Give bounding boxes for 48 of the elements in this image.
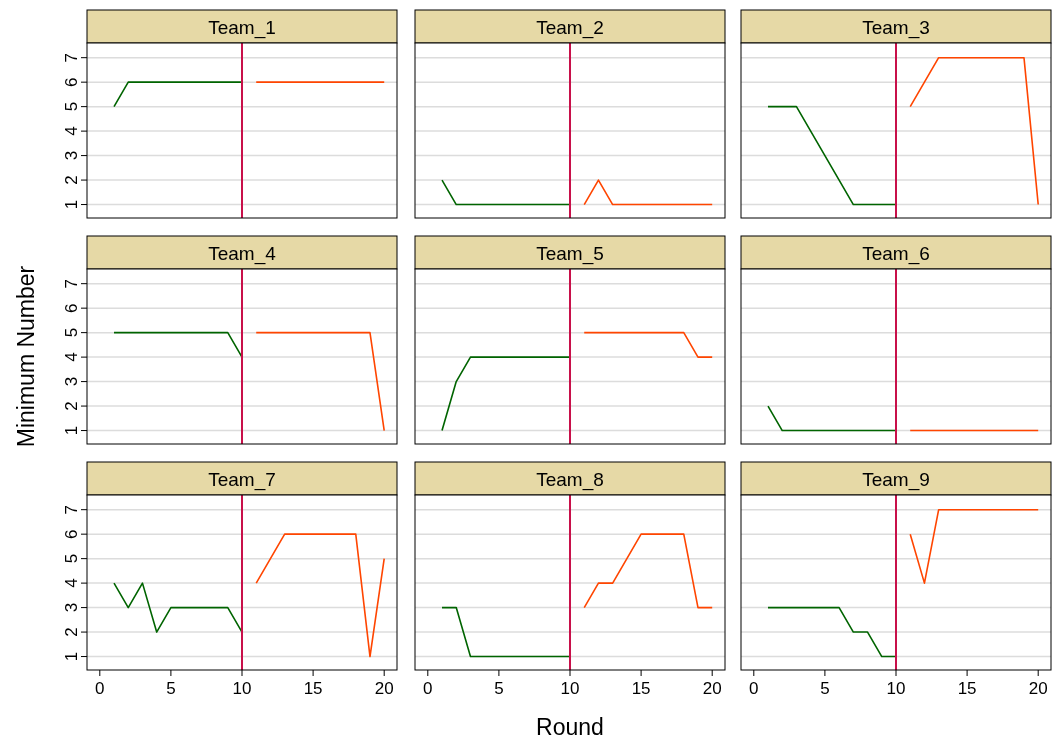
y-tick-label: 4	[62, 126, 81, 136]
x-tick-label: 20	[1028, 679, 1048, 698]
y-tick-label: 7	[62, 52, 81, 63]
x-tick-label: 0	[95, 679, 105, 698]
y-tick-label: 5	[62, 327, 81, 338]
y-tick-label: 4	[62, 352, 81, 362]
x-tick-label: 20	[374, 679, 394, 698]
x-tick-label: 15	[957, 679, 977, 698]
chart-title: Team_2	[536, 16, 604, 39]
y-axis-title: Minimum Number	[13, 265, 39, 448]
x-axis-title: Round	[536, 714, 604, 740]
x-tick-label: 0	[423, 679, 433, 698]
y-tick-label: 7	[62, 504, 81, 515]
x-tick-label: 0	[749, 679, 759, 698]
x-tick-label: 10	[886, 679, 906, 698]
y-tick-label: 1	[62, 425, 81, 436]
chart-title: Team_9	[862, 468, 930, 491]
y-tick-label: 6	[62, 77, 81, 87]
y-tick-label: 7	[62, 278, 81, 289]
x-tick-label: 5	[820, 679, 830, 698]
x-tick-label: 10	[232, 679, 252, 698]
y-tick-label: 2	[62, 627, 81, 637]
y-tick-label: 5	[62, 553, 81, 564]
chart-title: Team_1	[208, 16, 276, 39]
y-tick-label: 2	[62, 401, 81, 411]
chart-title: Team_5	[536, 242, 604, 265]
chart-title: Team_7	[208, 468, 276, 491]
y-tick-label: 2	[62, 175, 81, 185]
y-tick-label: 1	[62, 199, 81, 210]
y-tick-label: 5	[62, 101, 81, 112]
y-tick-label: 3	[62, 150, 81, 161]
x-tick-label: 5	[166, 679, 176, 698]
y-tick-label: 6	[62, 303, 81, 313]
chart-title: Team_3	[862, 16, 930, 39]
y-tick-label: 6	[62, 529, 81, 539]
chart-title: Team_4	[208, 242, 277, 265]
x-tick-label: 15	[303, 679, 323, 698]
chart-title: Team_8	[536, 468, 604, 491]
line-series	[255, 533, 385, 658]
x-tick-label: 10	[560, 679, 580, 698]
chart-title: Team_6	[862, 242, 930, 265]
y-tick-label: 3	[62, 376, 81, 387]
x-tick-label: 5	[494, 679, 504, 698]
y-tick-label: 4	[62, 578, 81, 588]
x-tick-label: 20	[702, 679, 722, 698]
y-tick-label: 3	[62, 602, 81, 613]
y-tick-label: 1	[62, 651, 81, 662]
x-tick-label: 15	[631, 679, 651, 698]
